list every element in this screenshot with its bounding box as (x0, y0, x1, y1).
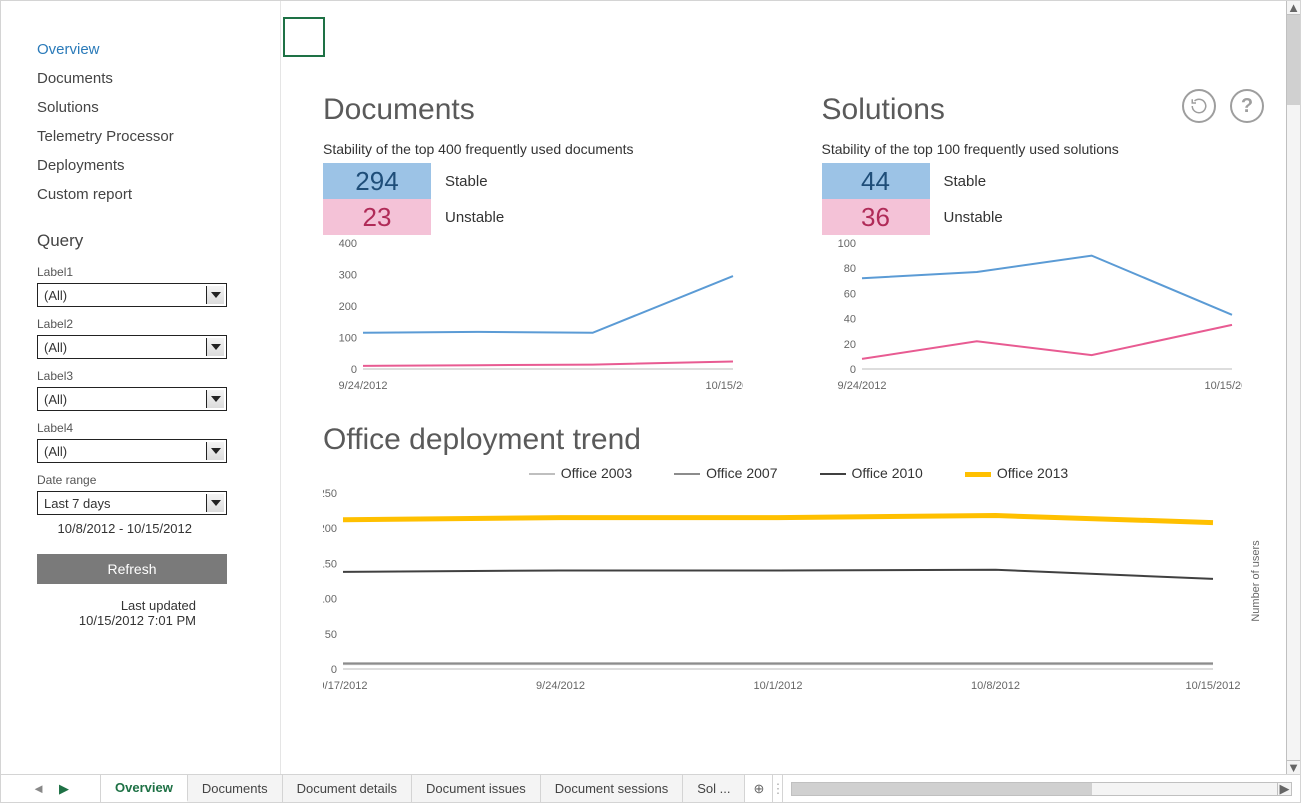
documents-chart: 0 100 200 300 400 9/24/2012 10/15/2012 (323, 235, 743, 395)
sheet-tab-document-details[interactable]: Document details (283, 775, 412, 802)
sheet-tab-document-issues[interactable]: Document issues (412, 775, 541, 802)
svg-text:40: 40 (843, 314, 855, 326)
solutions-unstable-label: Unstable (944, 209, 1003, 226)
svg-text:300: 300 (339, 270, 357, 282)
add-sheet-icon[interactable]: ⊕ (745, 775, 773, 802)
solutions-stable-count: 44 (822, 163, 930, 199)
chevron-down-icon (206, 494, 224, 512)
nav-item-deployments[interactable]: Deployments (37, 151, 280, 180)
nav-item-overview[interactable]: Overview (37, 35, 280, 64)
svg-text:100: 100 (323, 594, 337, 606)
nav-item-custom-report[interactable]: Custom report (37, 180, 280, 209)
chevron-down-icon (206, 390, 224, 408)
solutions-stable-label: Stable (944, 173, 987, 190)
svg-text:400: 400 (339, 238, 357, 250)
app-body: OverviewDocumentsSolutionsTelemetry Proc… (1, 1, 1300, 774)
top-charts-row: Documents Stability of the top 400 frequ… (323, 93, 1260, 395)
last-updated-label: Last updated (37, 598, 196, 613)
svg-text:200: 200 (323, 523, 337, 535)
documents-title: Documents (323, 93, 762, 127)
filter-select-label2[interactable]: (All) (37, 335, 227, 359)
svg-text:100: 100 (339, 333, 357, 345)
chevron-down-icon (206, 338, 224, 356)
documents-stable-count: 294 (323, 163, 431, 199)
svg-text:9/17/2012: 9/17/2012 (323, 680, 367, 692)
legend-item: Office 2007 (660, 465, 777, 481)
solutions-chart: 0 20 40 60 80 100 9/24/2012 10/15/2012 (822, 235, 1242, 395)
svg-text:100: 100 (837, 238, 855, 250)
svg-text:0: 0 (351, 364, 357, 376)
svg-text:10/15/2012: 10/15/2012 (1185, 680, 1240, 692)
cell-selection-indicator (283, 17, 325, 57)
filter-select-label4[interactable]: (All) (37, 439, 227, 463)
svg-text:60: 60 (843, 288, 855, 300)
documents-panel: Documents Stability of the top 400 frequ… (323, 93, 762, 395)
legend-item: Office 2003 (515, 465, 632, 481)
filter-select-date-range[interactable]: Last 7 days (37, 491, 227, 515)
worksheet-tab-bar: ◄▶ OverviewDocumentsDocument detailsDocu… (1, 774, 1300, 802)
filter-label: Date range (37, 473, 244, 487)
solutions-subtitle: Stability of the top 100 frequently used… (822, 141, 1261, 157)
svg-text:150: 150 (323, 558, 337, 570)
query-panel: Query Label1 (All) Label2 (All) Label3 (All) L… (1, 209, 280, 628)
solutions-panel: Solutions Stability of the top 100 frequ… (822, 93, 1261, 395)
trend-title: Office deployment trend (323, 423, 1260, 457)
svg-text:10/1/2012: 10/1/2012 (754, 680, 803, 692)
svg-text:50: 50 (325, 629, 337, 641)
svg-text:80: 80 (843, 263, 855, 275)
svg-text:20: 20 (843, 339, 855, 351)
date-range-text: 10/8/2012 - 10/15/2012 (37, 515, 244, 536)
svg-text:0: 0 (849, 364, 855, 376)
documents-unstable-label: Unstable (445, 209, 504, 226)
filter-label: Label2 (37, 317, 244, 331)
sidebar: OverviewDocumentsSolutionsTelemetry Proc… (1, 1, 281, 774)
nav-item-documents[interactable]: Documents (37, 64, 280, 93)
svg-text:0: 0 (331, 664, 337, 676)
main-canvas: ? Documents Stability of the top 400 fre… (281, 1, 1300, 774)
last-updated: Last updated 10/15/2012 7:01 PM (37, 584, 244, 628)
svg-text:9/24/2012: 9/24/2012 (339, 380, 388, 392)
documents-stable-label: Stable (445, 173, 488, 190)
svg-text:200: 200 (339, 301, 357, 313)
legend-item: Office 2013 (951, 465, 1068, 481)
chevron-down-icon (206, 286, 224, 304)
solutions-title: Solutions (822, 93, 1261, 127)
documents-subtitle: Stability of the top 400 frequently used… (323, 141, 762, 157)
svg-text:250: 250 (323, 488, 337, 500)
nav-item-solutions[interactable]: Solutions (37, 93, 280, 122)
filter-label: Label3 (37, 369, 244, 383)
trend-legend: Office 2003 Office 2007 Office 2010 Office … (323, 465, 1260, 481)
filter-select-label1[interactable]: (All) (37, 283, 227, 307)
svg-text:9/24/2012: 9/24/2012 (837, 380, 886, 392)
svg-text:10/15/2012: 10/15/2012 (1204, 380, 1242, 392)
filter-label: Label4 (37, 421, 244, 435)
trend-chart: 0 50 100 150 200 250 9/17/2012 9/24/2012 10/1/20… (323, 485, 1263, 695)
nav-item-telemetry-processor[interactable]: Telemetry Processor (37, 122, 280, 151)
nav-list: OverviewDocumentsSolutionsTelemetry Proc… (1, 35, 280, 209)
svg-text:Number of users: Number of users (1250, 540, 1262, 622)
sheet-nav-arrows[interactable]: ◄▶ (1, 775, 101, 802)
last-updated-value: 10/15/2012 7:01 PM (37, 613, 196, 628)
sheet-tab-documents[interactable]: Documents (188, 775, 283, 802)
filter-select-label3[interactable]: (All) (37, 387, 227, 411)
svg-text:10/8/2012: 10/8/2012 (971, 680, 1020, 692)
horizontal-scrollbar[interactable]: ◄▶ (783, 775, 1300, 802)
trend-section: Office deployment trend Office 2003Offic… (323, 423, 1260, 695)
sheet-tab-sol-[interactable]: Sol ... (683, 775, 745, 802)
filter-label: Label1 (37, 265, 244, 279)
svg-text:9/24/2012: 9/24/2012 (536, 680, 585, 692)
documents-unstable-count: 23 (323, 199, 431, 235)
legend-item: Office 2010 (806, 465, 923, 481)
svg-text:10/15/2012: 10/15/2012 (705, 380, 743, 392)
sheet-tab-document-sessions[interactable]: Document sessions (541, 775, 683, 802)
query-title: Query (37, 231, 244, 251)
solutions-unstable-count: 36 (822, 199, 930, 235)
vertical-scrollbar[interactable]: ▲▼ (1286, 1, 1300, 774)
chevron-down-icon (206, 442, 224, 460)
sheet-tab-overview[interactable]: Overview (101, 775, 188, 802)
refresh-button[interactable]: Refresh (37, 554, 227, 584)
telemetry-dashboard-window: OverviewDocumentsSolutionsTelemetry Proc… (0, 0, 1301, 803)
